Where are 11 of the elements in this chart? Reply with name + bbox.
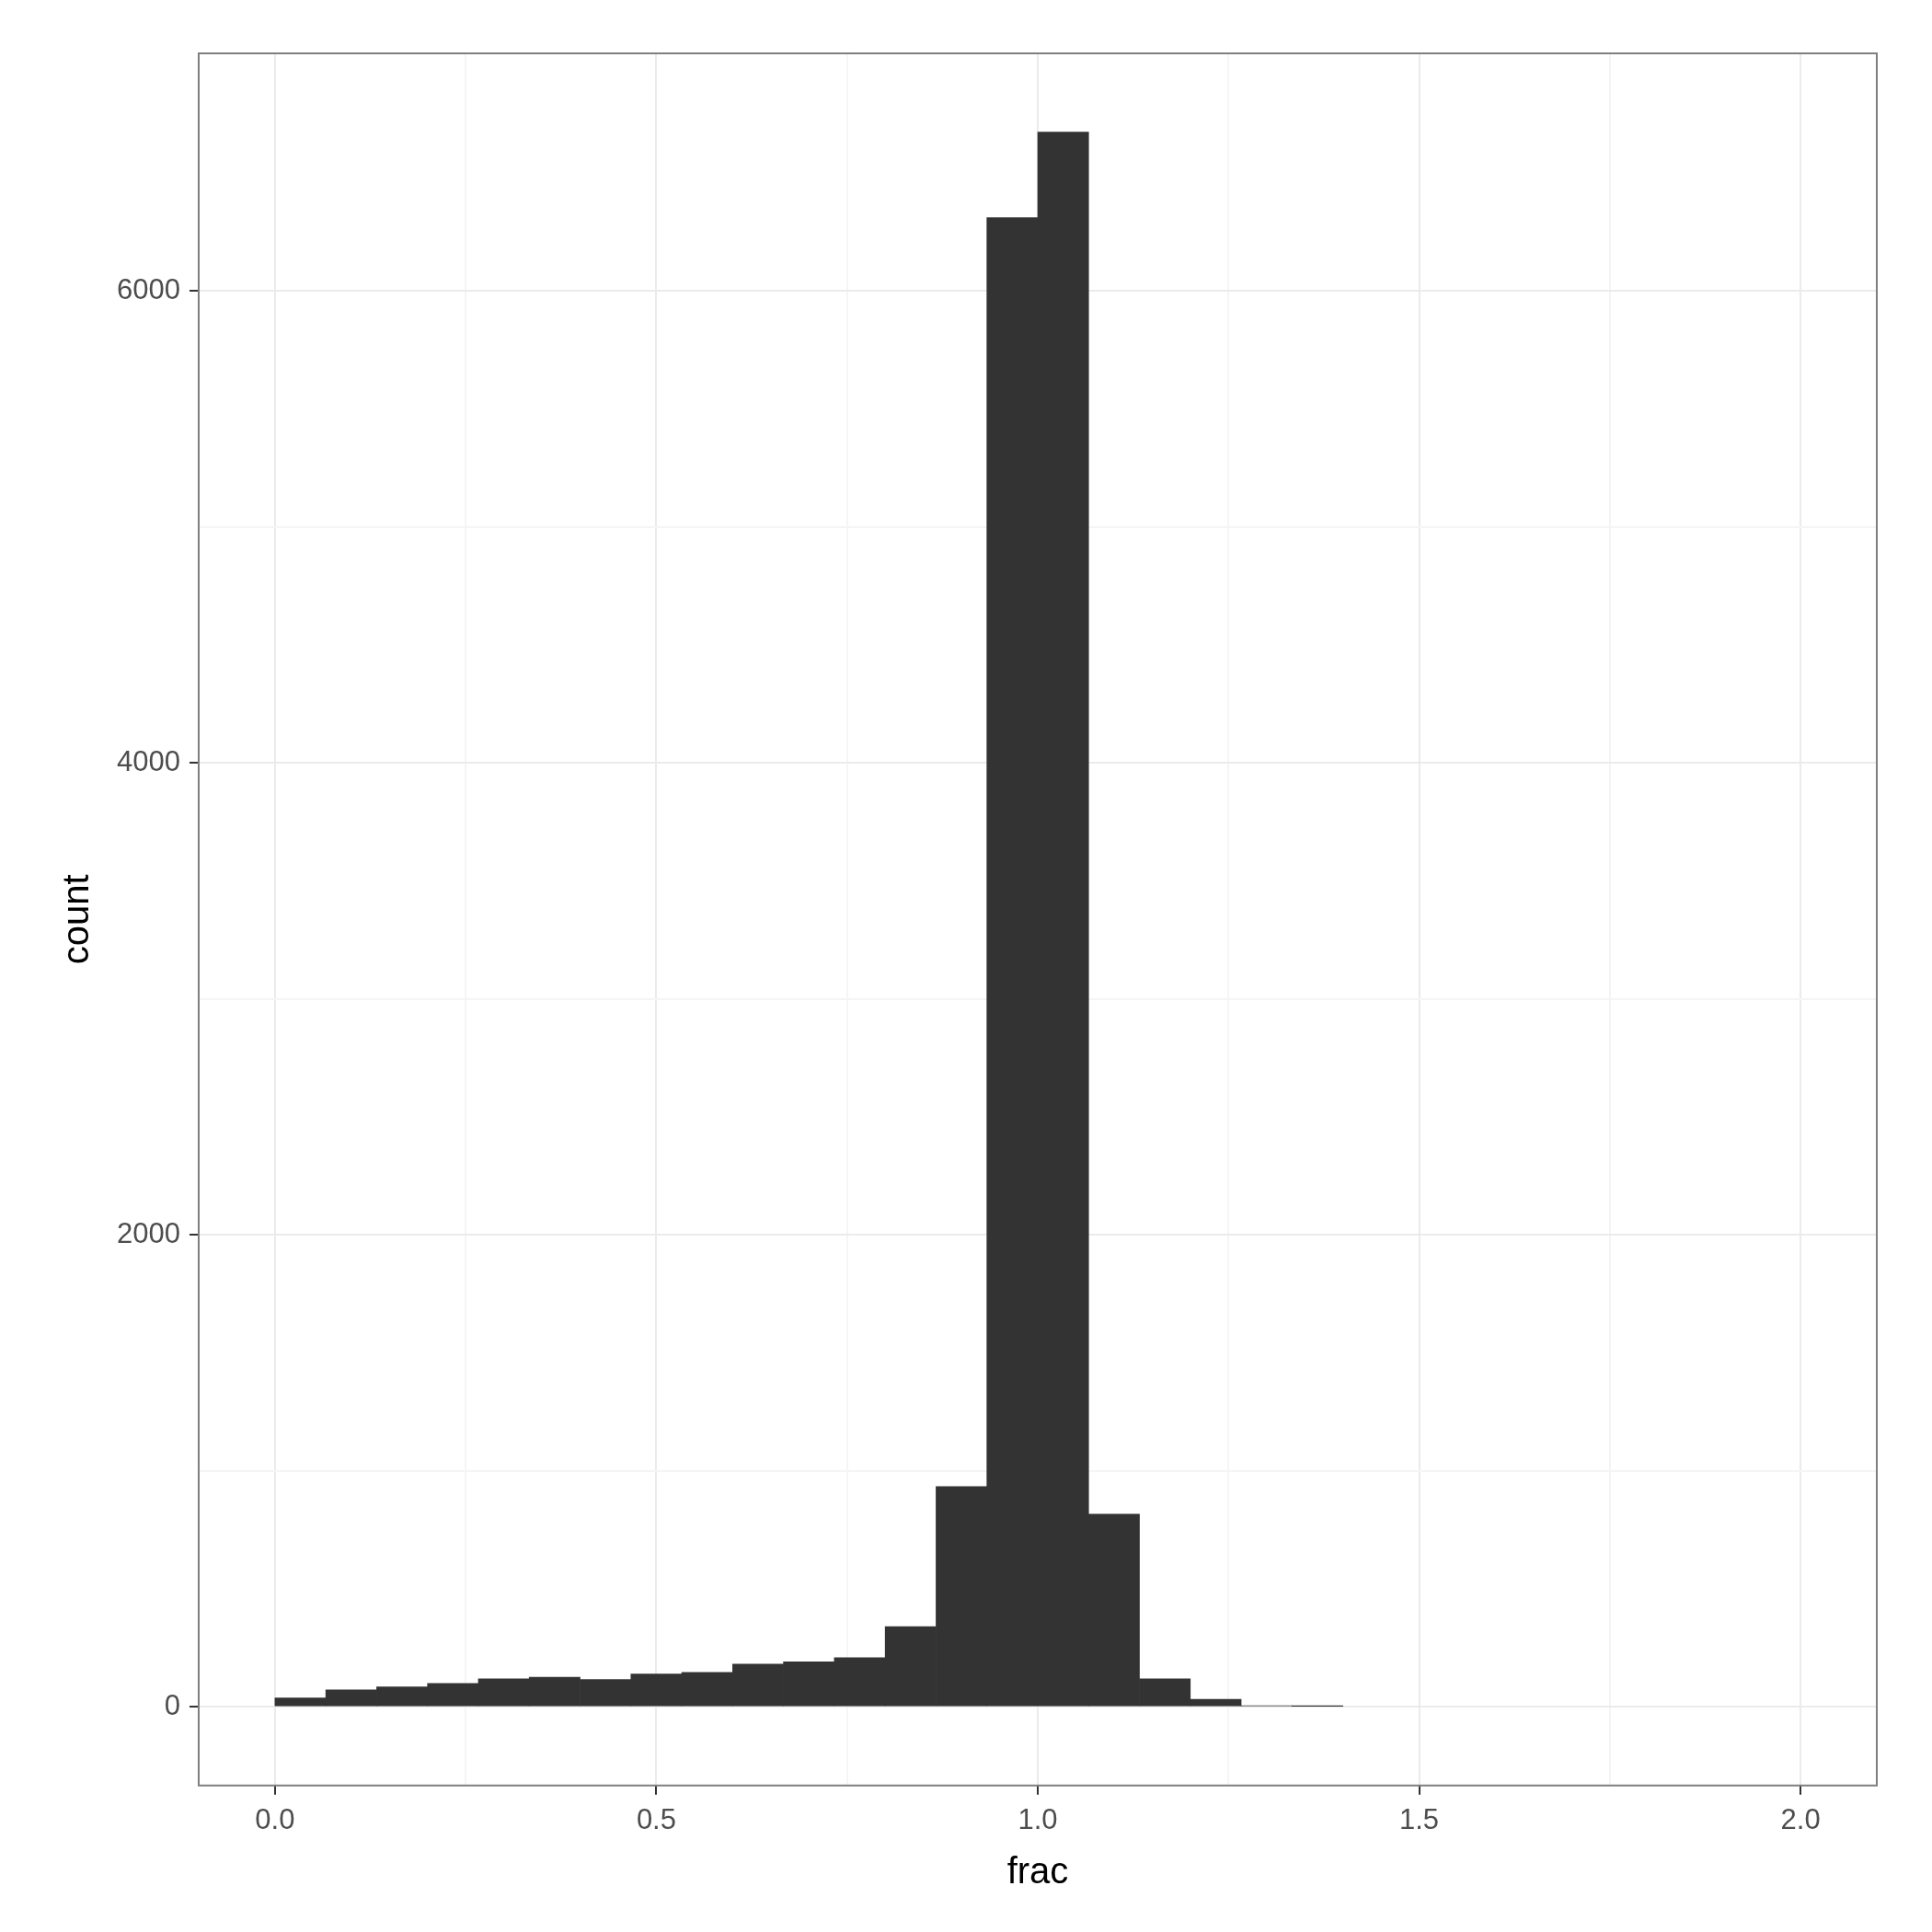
x-tick-label: 1.0 [1018, 1802, 1058, 1835]
x-tick-label: 0.5 [636, 1802, 676, 1835]
x-tick-label: 1.5 [1398, 1802, 1440, 1835]
y-tick-label: 6000 [116, 273, 180, 306]
y-tick-label: 2000 [116, 1216, 180, 1249]
x-tick-label: 0.0 [255, 1802, 295, 1835]
x-axis-title: frac [1006, 1850, 1069, 1892]
y-tick-label: 4000 [116, 744, 180, 777]
x-tick-label: 2.0 [1780, 1802, 1821, 1835]
y-tick-label: 0 [164, 1688, 180, 1721]
y-axis-title: count [55, 874, 97, 965]
